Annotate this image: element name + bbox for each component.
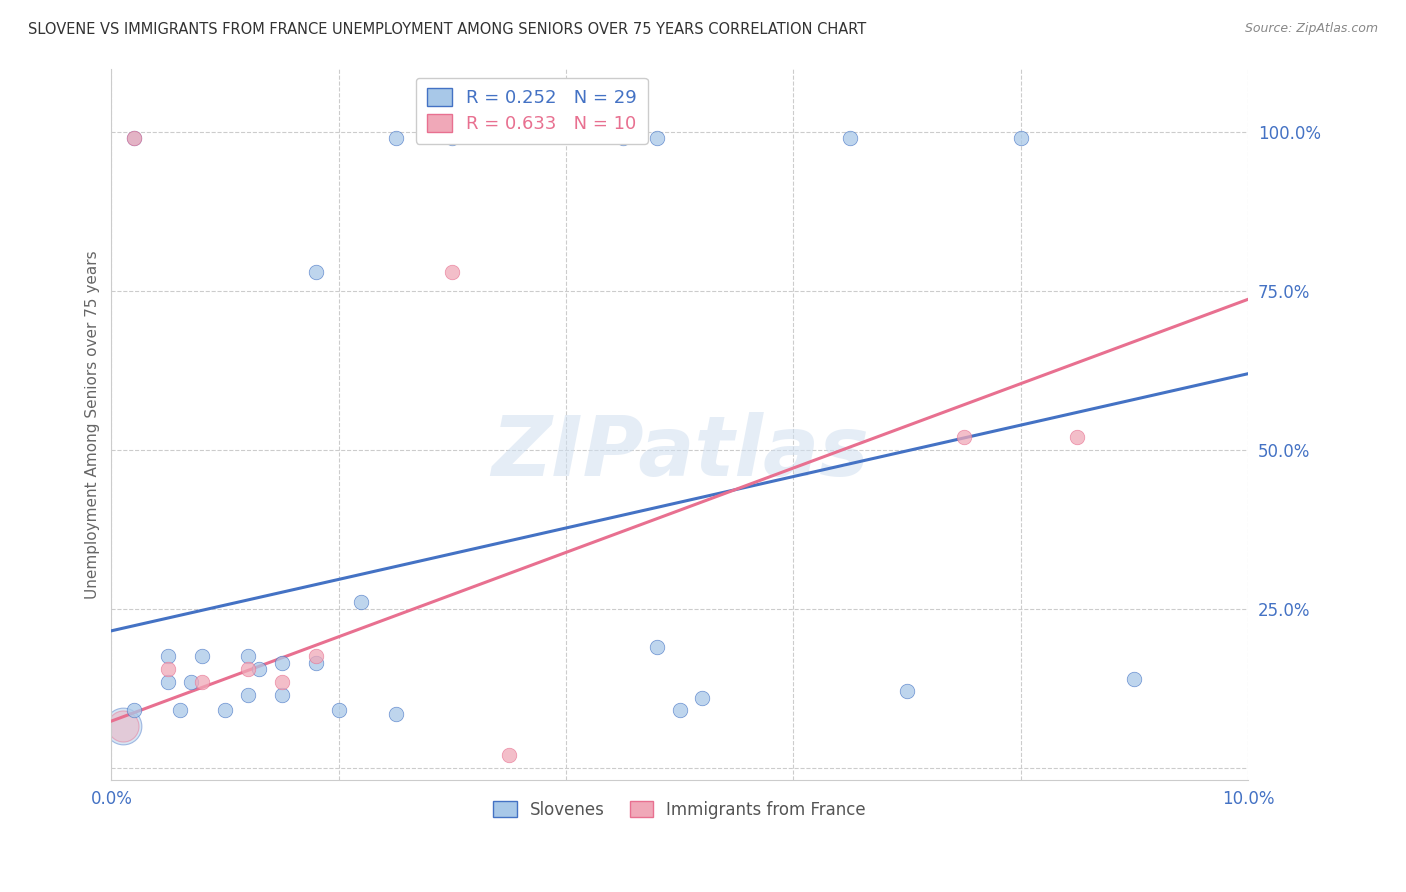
Point: [111, 719, 134, 733]
Point: [270, 656, 292, 670]
Point: [645, 640, 668, 654]
Point: [191, 674, 214, 689]
Point: [692, 690, 714, 705]
Point: [180, 674, 202, 689]
Point: [122, 131, 145, 145]
Point: [441, 131, 464, 145]
Point: [645, 131, 668, 145]
Point: [214, 703, 236, 717]
Point: [236, 688, 259, 702]
Point: [350, 595, 373, 609]
Point: [236, 662, 259, 676]
Point: [305, 656, 328, 670]
Point: [1010, 131, 1032, 145]
Text: Source: ZipAtlas.com: Source: ZipAtlas.com: [1244, 22, 1378, 36]
Point: [612, 131, 634, 145]
Point: [953, 430, 976, 444]
Point: [157, 649, 180, 664]
Point: [1123, 672, 1146, 686]
Point: [270, 674, 292, 689]
Legend: Slovenes, Immigrants from France: Slovenes, Immigrants from France: [486, 794, 873, 825]
Point: [839, 131, 862, 145]
Point: [236, 649, 259, 664]
Point: [270, 688, 292, 702]
Point: [111, 719, 134, 733]
Point: [157, 662, 180, 676]
Point: [384, 706, 406, 721]
Point: [441, 265, 464, 279]
Point: [498, 747, 520, 762]
Text: SLOVENE VS IMMIGRANTS FROM FRANCE UNEMPLOYMENT AMONG SENIORS OVER 75 YEARS CORRE: SLOVENE VS IMMIGRANTS FROM FRANCE UNEMPL…: [28, 22, 866, 37]
Point: [896, 684, 918, 698]
Point: [305, 649, 328, 664]
Point: [247, 662, 270, 676]
Point: [384, 131, 406, 145]
Text: ZIPatlas: ZIPatlas: [491, 412, 869, 493]
Point: [157, 674, 180, 689]
Point: [191, 649, 214, 664]
Point: [328, 703, 350, 717]
Point: [169, 703, 191, 717]
Point: [122, 131, 145, 145]
Point: [122, 703, 145, 717]
Point: [305, 265, 328, 279]
Point: [1066, 430, 1088, 444]
Point: [668, 703, 690, 717]
Y-axis label: Unemployment Among Seniors over 75 years: Unemployment Among Seniors over 75 years: [86, 250, 100, 599]
